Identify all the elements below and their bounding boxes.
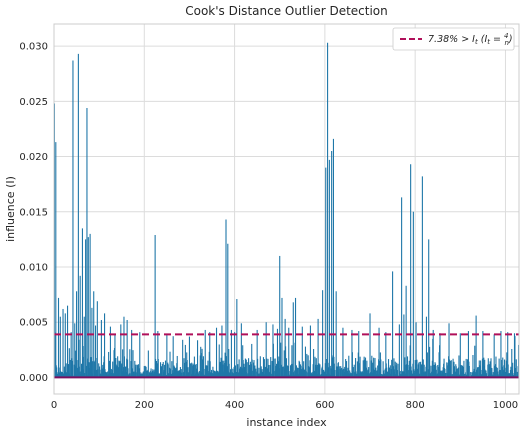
legend-percent-text: 7.38% > I <box>428 34 475 45</box>
x-tick-label: 400 <box>225 400 244 411</box>
legend-fraction-den: n <box>504 39 508 47</box>
x-axis-label: instance index <box>246 416 327 429</box>
legend-equals-text: = <box>490 34 504 45</box>
legend-box <box>392 27 515 51</box>
plot-frame <box>53 23 520 395</box>
y-axis-label: influence (I) <box>4 176 17 242</box>
legend-close-paren: ) <box>508 34 513 45</box>
chart-title: Cook's Distance Outlier Detection <box>185 4 388 18</box>
y-tick-label: 0.015 <box>19 207 48 218</box>
legend-paren-text: (I <box>478 34 488 45</box>
y-tick-label: 0.005 <box>19 318 48 329</box>
legend-subscript-t2: t <box>487 38 490 46</box>
y-tick-label: 0.025 <box>19 97 48 108</box>
y-tick-label: 0.000 <box>19 373 48 384</box>
y-tick-label: 0.010 <box>19 262 48 273</box>
y-tick-label: 0.020 <box>19 152 48 163</box>
x-tick-label: 0 <box>51 400 57 411</box>
legend-fraction-num: 4 <box>504 32 508 40</box>
plot-area <box>53 23 520 395</box>
legend: 7.38% > It (It = 4 n) <box>392 27 515 51</box>
x-tick-label: 1000 <box>493 400 518 411</box>
x-tick-label: 800 <box>406 400 425 411</box>
y-axis-ticks: 0.000 0.005 0.010 0.015 0.020 0.025 0.030 <box>19 42 48 384</box>
y-tick-label: 0.030 <box>19 42 48 53</box>
x-tick-label: 200 <box>135 400 154 411</box>
legend-threshold-label: 7.38% > It (It = 4 n) <box>428 32 513 47</box>
x-tick-label: 600 <box>315 400 334 411</box>
legend-subscript-t: t <box>475 38 478 46</box>
x-axis-ticks: 0 200 400 600 800 1000 <box>51 400 518 411</box>
